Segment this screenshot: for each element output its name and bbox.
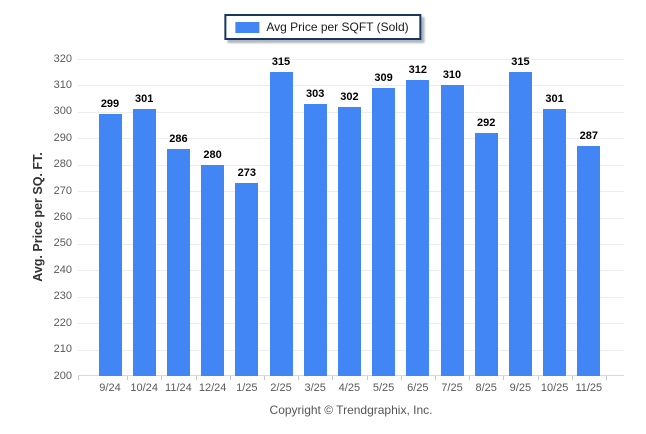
x-tick-label: 4/25 — [338, 382, 361, 394]
x-tick-label: 3/25 — [304, 382, 326, 394]
x-tick-label: 9/24 — [99, 382, 121, 394]
x-axis-tick — [537, 376, 539, 380]
bar-value-label: 292 — [477, 116, 496, 129]
x-axis-tick — [503, 376, 505, 380]
y-tick-label: 300 — [53, 105, 72, 118]
y-tick-label: 200 — [53, 369, 72, 382]
bar-value-label: 286 — [169, 132, 188, 145]
y-tick-label: 220 — [53, 316, 72, 329]
bar-11-25 — [577, 146, 601, 376]
x-tick-label: 1/25 — [236, 382, 258, 394]
x-tick-label: 2/25 — [270, 382, 292, 394]
x-axis-tick — [434, 376, 436, 380]
x-axis-tick — [229, 376, 231, 380]
bar-value-label: 303 — [306, 87, 325, 100]
bar-value-label: 280 — [203, 148, 222, 161]
legend: Avg Price per SQFT (Sold) — [224, 14, 422, 40]
bar-value-label: 302 — [340, 90, 359, 103]
plot-area: 200 210 220 230 240 250 260 270 280 290 300 310 320 2… — [54, 53, 624, 394]
x-axis-tick — [332, 376, 334, 380]
bar-11-24 — [166, 148, 190, 376]
x-axis-tick — [366, 376, 368, 380]
legend-label: Avg Price per SQFT (Sold) — [266, 20, 409, 34]
x-tick-label: 11/25 — [575, 382, 603, 394]
copyright-text: Copyright © Trendgraphix, Inc. — [269, 403, 433, 417]
legend-swatch-icon — [235, 21, 260, 33]
bar-8-25 — [474, 132, 498, 376]
bar-7-25 — [440, 85, 464, 376]
x-tick-label: 9/25 — [509, 382, 532, 394]
bar-value-label: 309 — [374, 72, 393, 85]
bar-12-24 — [201, 164, 225, 376]
bar-10-24 — [132, 109, 156, 376]
x-tick-label: 11/24 — [165, 382, 192, 394]
y-tick-label: 280 — [53, 158, 72, 171]
x-axis-tick — [127, 376, 129, 380]
bar-3-25 — [303, 103, 327, 376]
y-tick-label: 290 — [53, 131, 72, 144]
x-axis-tick — [78, 376, 79, 380]
bar-value-label: 312 — [408, 64, 427, 77]
bar-value-label: 301 — [545, 93, 564, 106]
x-tick-label: 10/24 — [130, 382, 158, 394]
x-tick-label: 5/25 — [372, 382, 395, 394]
x-tick-label: 12/24 — [198, 382, 227, 394]
bar-value-label: 310 — [442, 69, 462, 82]
bar-value-label: 299 — [100, 98, 120, 111]
x-axis-tick — [263, 376, 265, 380]
bar-value-label: 315 — [511, 56, 530, 69]
y-tick-label: 210 — [53, 343, 72, 356]
bar-value-label: 287 — [579, 130, 598, 143]
x-axis-tick — [298, 376, 300, 380]
y-tick-label: 230 — [53, 290, 72, 303]
y-tick-label: 260 — [53, 211, 72, 223]
x-tick-label: 8/25 — [475, 382, 497, 394]
y-tick-label: 250 — [53, 237, 72, 250]
y-tick-label: 310 — [53, 78, 72, 91]
gridline — [78, 59, 624, 60]
bar-10-25 — [543, 109, 567, 376]
y-tick-label: 240 — [53, 263, 72, 276]
x-axis-tick — [605, 376, 607, 380]
x-axis-tick — [161, 376, 163, 380]
bar-5-25 — [372, 88, 396, 376]
bar-2-25 — [269, 72, 293, 376]
bar-value-label: 273 — [237, 167, 256, 180]
bar-6-25 — [406, 80, 430, 376]
bar-value-label: 301 — [135, 93, 154, 106]
gridline — [78, 85, 624, 87]
bar-1-25 — [235, 183, 259, 376]
x-tick-label: 7/25 — [441, 382, 463, 394]
x-axis-tick — [571, 376, 573, 380]
x-axis-tick — [195, 376, 197, 380]
x-tick-label: 6/25 — [407, 382, 429, 394]
x-axis-tick — [400, 376, 402, 380]
x-tick-label: 10/25 — [540, 382, 569, 394]
y-tick-label: 270 — [53, 184, 72, 197]
x-axis-tick — [469, 376, 471, 380]
y-tick-label: 320 — [53, 52, 72, 65]
bar-value-label: 315 — [271, 56, 291, 69]
bar-9-25 — [508, 72, 532, 376]
bar-9-24 — [98, 114, 122, 376]
bar-4-25 — [337, 106, 361, 376]
